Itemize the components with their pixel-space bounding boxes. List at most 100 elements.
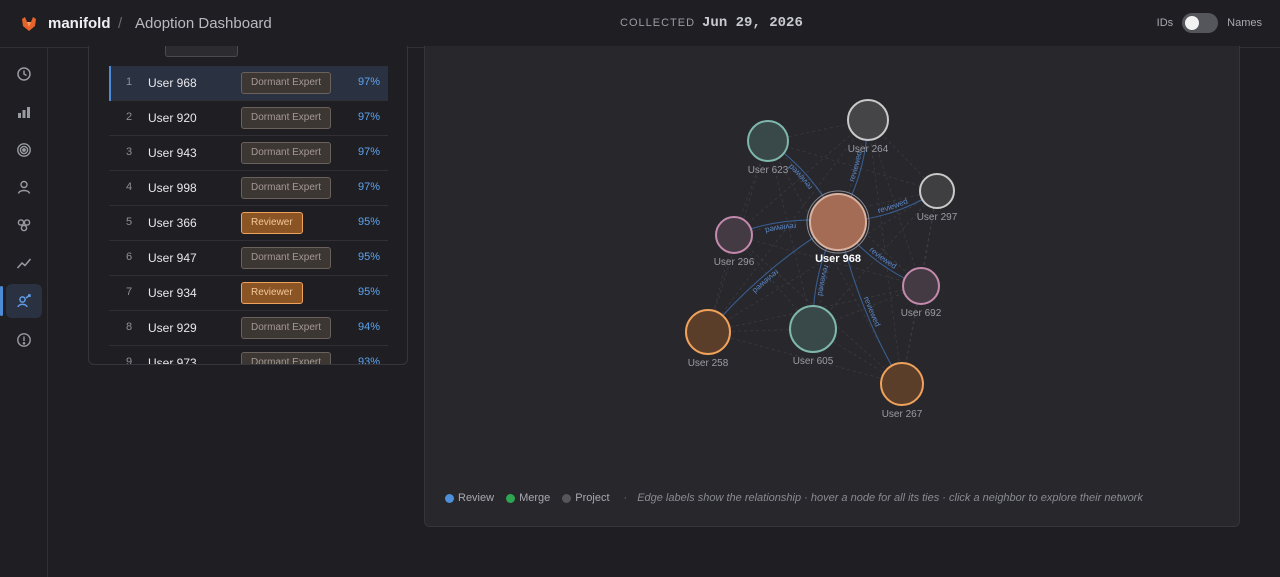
brand-name[interactable]: manifold xyxy=(48,15,111,32)
graph-edge-faint xyxy=(867,119,938,192)
graph-node-label: User 623 xyxy=(748,165,789,176)
leaderboard-row[interactable]: 8 User 929 Dormant Expert 94% xyxy=(109,311,388,346)
graph-node-label: User 264 xyxy=(848,144,889,155)
row-rank: 8 xyxy=(125,321,133,333)
graph-node[interactable]: User 297 xyxy=(917,173,958,223)
leaderboard-list: 1 User 968 Dormant Expert 97% 2 User 920 Dorma… xyxy=(109,66,388,365)
leaderboard-panel: 1 User 968 Dormant Expert 97% 2 User 920 Dorma… xyxy=(88,46,408,365)
collected-label: COLLECTED xyxy=(620,17,696,29)
toggle-knob xyxy=(1185,16,1200,30)
page-title: Adoption Dashboard xyxy=(135,15,272,32)
legend-dot-merge xyxy=(506,493,516,503)
graph-node[interactable]: User 968 xyxy=(806,190,870,265)
nav-item-users[interactable] xyxy=(6,170,42,204)
row-user-name: User 366 xyxy=(148,216,197,230)
graph-node-circle[interactable] xyxy=(880,362,924,406)
graph-node[interactable]: User 264 xyxy=(847,99,889,155)
legend-label-merge: Merge xyxy=(519,492,551,504)
nav-item-activity[interactable] xyxy=(6,57,42,91)
graph-node-circle[interactable] xyxy=(809,193,867,251)
graph-node[interactable]: User 605 xyxy=(789,305,837,367)
ids-names-toggle[interactable] xyxy=(1182,13,1219,33)
network-graph[interactable]: reviewed reviewed reviewed reviewed reviewed… xyxy=(425,46,1239,486)
leaderboard-row[interactable]: 3 User 943 Dormant Expert 97% xyxy=(109,136,388,171)
row-role-badge: Dormant Expert xyxy=(241,317,332,339)
graph-node-label: User 296 xyxy=(714,257,755,268)
graph-edge-faint xyxy=(867,119,922,287)
graph-node[interactable]: User 692 xyxy=(901,267,942,319)
graph-node-label: User 297 xyxy=(917,212,958,223)
graph-node[interactable]: User 623 xyxy=(747,120,789,176)
manifold-logo-icon xyxy=(22,17,36,31)
toggle-label-ids: IDs xyxy=(1156,17,1174,29)
collected-date: Jun 29, 2026 xyxy=(702,15,803,31)
leaderboard-row[interactable]: 4 User 998 Dormant Expert 97% xyxy=(109,171,388,206)
focus-node-halo xyxy=(806,190,870,254)
legend-separator: · xyxy=(623,492,628,504)
nav-item-clusters[interactable] xyxy=(6,208,42,242)
row-role-badge: Dormant Expert xyxy=(241,107,332,129)
row-percentage: 97% xyxy=(357,111,380,123)
graph-node-label: User 605 xyxy=(793,356,834,367)
clock-icon xyxy=(17,67,31,81)
leaderboard-row[interactable]: 6 User 947 Dormant Expert 95% xyxy=(109,241,388,276)
row-percentage: 97% xyxy=(357,146,380,158)
row-rank: 5 xyxy=(125,216,133,228)
graph-node[interactable]: User 258 xyxy=(685,309,731,369)
edge-label: reviewed xyxy=(862,295,882,328)
row-rank: 9 xyxy=(125,356,133,365)
edge-label: reviewed xyxy=(816,264,831,296)
leaderboard-row[interactable]: 1 User 968 Dormant Expert 97% xyxy=(109,66,388,101)
graph-node-circle[interactable] xyxy=(789,305,837,353)
graph-edge-faint xyxy=(707,234,735,333)
bar-chart-icon xyxy=(18,107,30,118)
graph-edge-faint xyxy=(767,140,922,287)
graph-node-circle[interactable] xyxy=(919,173,955,209)
row-rank: 1 xyxy=(125,76,133,88)
edge-label: reviewed xyxy=(764,222,796,236)
row-user-name: User 998 xyxy=(148,181,197,195)
graph-node-circle[interactable] xyxy=(685,309,731,355)
trend-line-icon xyxy=(16,258,32,269)
row-rank: 3 xyxy=(125,146,133,158)
target-icon xyxy=(17,143,31,157)
breadcrumb-separator: / xyxy=(118,15,123,32)
graph-node-circle[interactable] xyxy=(902,267,940,305)
graph-node[interactable]: User 296 xyxy=(714,216,755,268)
toggle-label-names: Names xyxy=(1227,17,1262,29)
graph-node-circle[interactable] xyxy=(747,120,789,162)
graph-edge-faint xyxy=(733,140,769,236)
row-role-badge: Reviewer xyxy=(241,282,303,304)
row-percentage: 93% xyxy=(357,356,380,365)
nav-item-trends[interactable] xyxy=(6,246,42,280)
id-name-toggle-group: IDs Names xyxy=(1157,13,1262,33)
edge-label: reviewed xyxy=(787,162,815,191)
leaderboard-row[interactable]: 5 User 366 Reviewer 95% xyxy=(109,206,388,241)
graph-node-circle[interactable] xyxy=(715,216,753,254)
edge-label: reviewed xyxy=(751,268,781,296)
row-role-badge: Dormant Expert xyxy=(241,247,332,269)
row-role-badge: Dormant Expert xyxy=(241,352,332,364)
legend-item-merge: Merge xyxy=(506,492,550,504)
leaderboard-row[interactable]: 2 User 920 Dormant Expert 97% xyxy=(109,101,388,136)
graph-edge-faint xyxy=(767,140,814,330)
row-role-badge: Dormant Expert xyxy=(241,72,332,94)
leaderboard-row[interactable]: 7 User 934 Reviewer 95% xyxy=(109,276,388,311)
legend-item-review: Review xyxy=(445,492,494,504)
row-user-name: User 968 xyxy=(148,76,197,90)
row-rank: 7 xyxy=(125,286,133,298)
row-percentage: 97% xyxy=(357,76,380,88)
leaderboard-row[interactable]: 9 User 973 Dormant Expert 93% xyxy=(109,346,388,365)
graph-legend: Review Merge Project · Edge labels show … xyxy=(445,492,1143,504)
legend-dot-review xyxy=(445,493,454,503)
nav-item-metrics[interactable] xyxy=(6,95,42,129)
graph-node-circle[interactable] xyxy=(847,99,889,141)
list-header-control[interactable] xyxy=(165,46,238,57)
collected-info: COLLECTED Jun 29, 2026 xyxy=(620,15,803,31)
nav-item-network[interactable] xyxy=(0,284,42,318)
nav-item-targets[interactable] xyxy=(6,133,42,167)
legend-label-review: Review xyxy=(458,492,495,504)
graph-node[interactable]: User 267 xyxy=(880,362,924,420)
row-user-name: User 920 xyxy=(148,111,197,125)
nav-item-info[interactable] xyxy=(6,323,42,357)
